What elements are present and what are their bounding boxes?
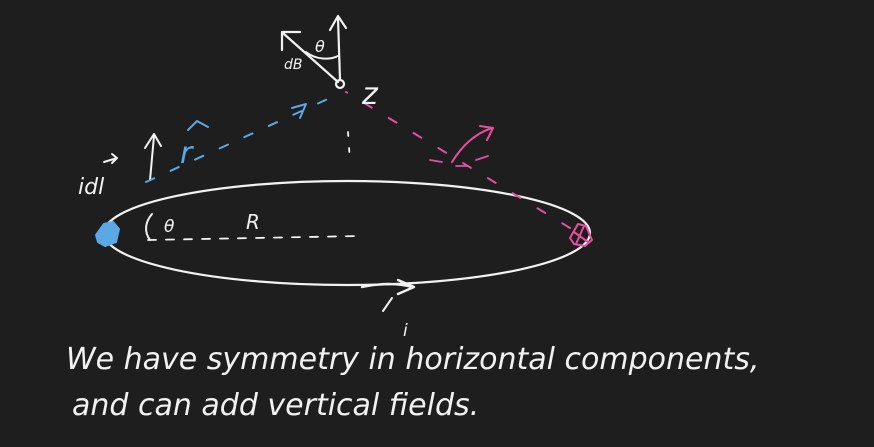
vertical-axis-dashed [347,131,351,163]
idl-label: idl [78,175,104,200]
vertical-reference-arrow [328,14,348,82]
r-vector-label: r [180,136,194,171]
blue-source-element [95,221,120,247]
pink-r-vector [345,91,571,229]
dB-label: dB [284,57,303,73]
top-angle-arc [305,51,339,60]
pink-source-element [569,223,593,247]
radius-label: R [246,210,260,234]
note-line-1: We have symmetry in horizontal component… [66,342,759,377]
z-axis-label: z [361,77,379,112]
radius-dashed-line [147,235,361,241]
current-label: i [403,321,408,341]
pink-field-arrow [451,125,494,163]
top-theta-label: θ [315,37,325,56]
note-line-2: and can add vertical fields. [72,388,479,423]
blue-r-arrowhead [291,103,307,119]
r-vector-hat [187,120,209,131]
dl-tangent-arrow [144,133,162,181]
current-direction-arrow [360,278,416,296]
blue-r-vector [145,97,331,183]
idl-vector-arrow [103,153,118,164]
pink-dashed-accent [429,155,489,167]
left-theta-label: θ [164,217,175,237]
current-tick [382,297,393,312]
left-angle-arc [145,213,153,241]
dB-arrow [280,30,340,84]
